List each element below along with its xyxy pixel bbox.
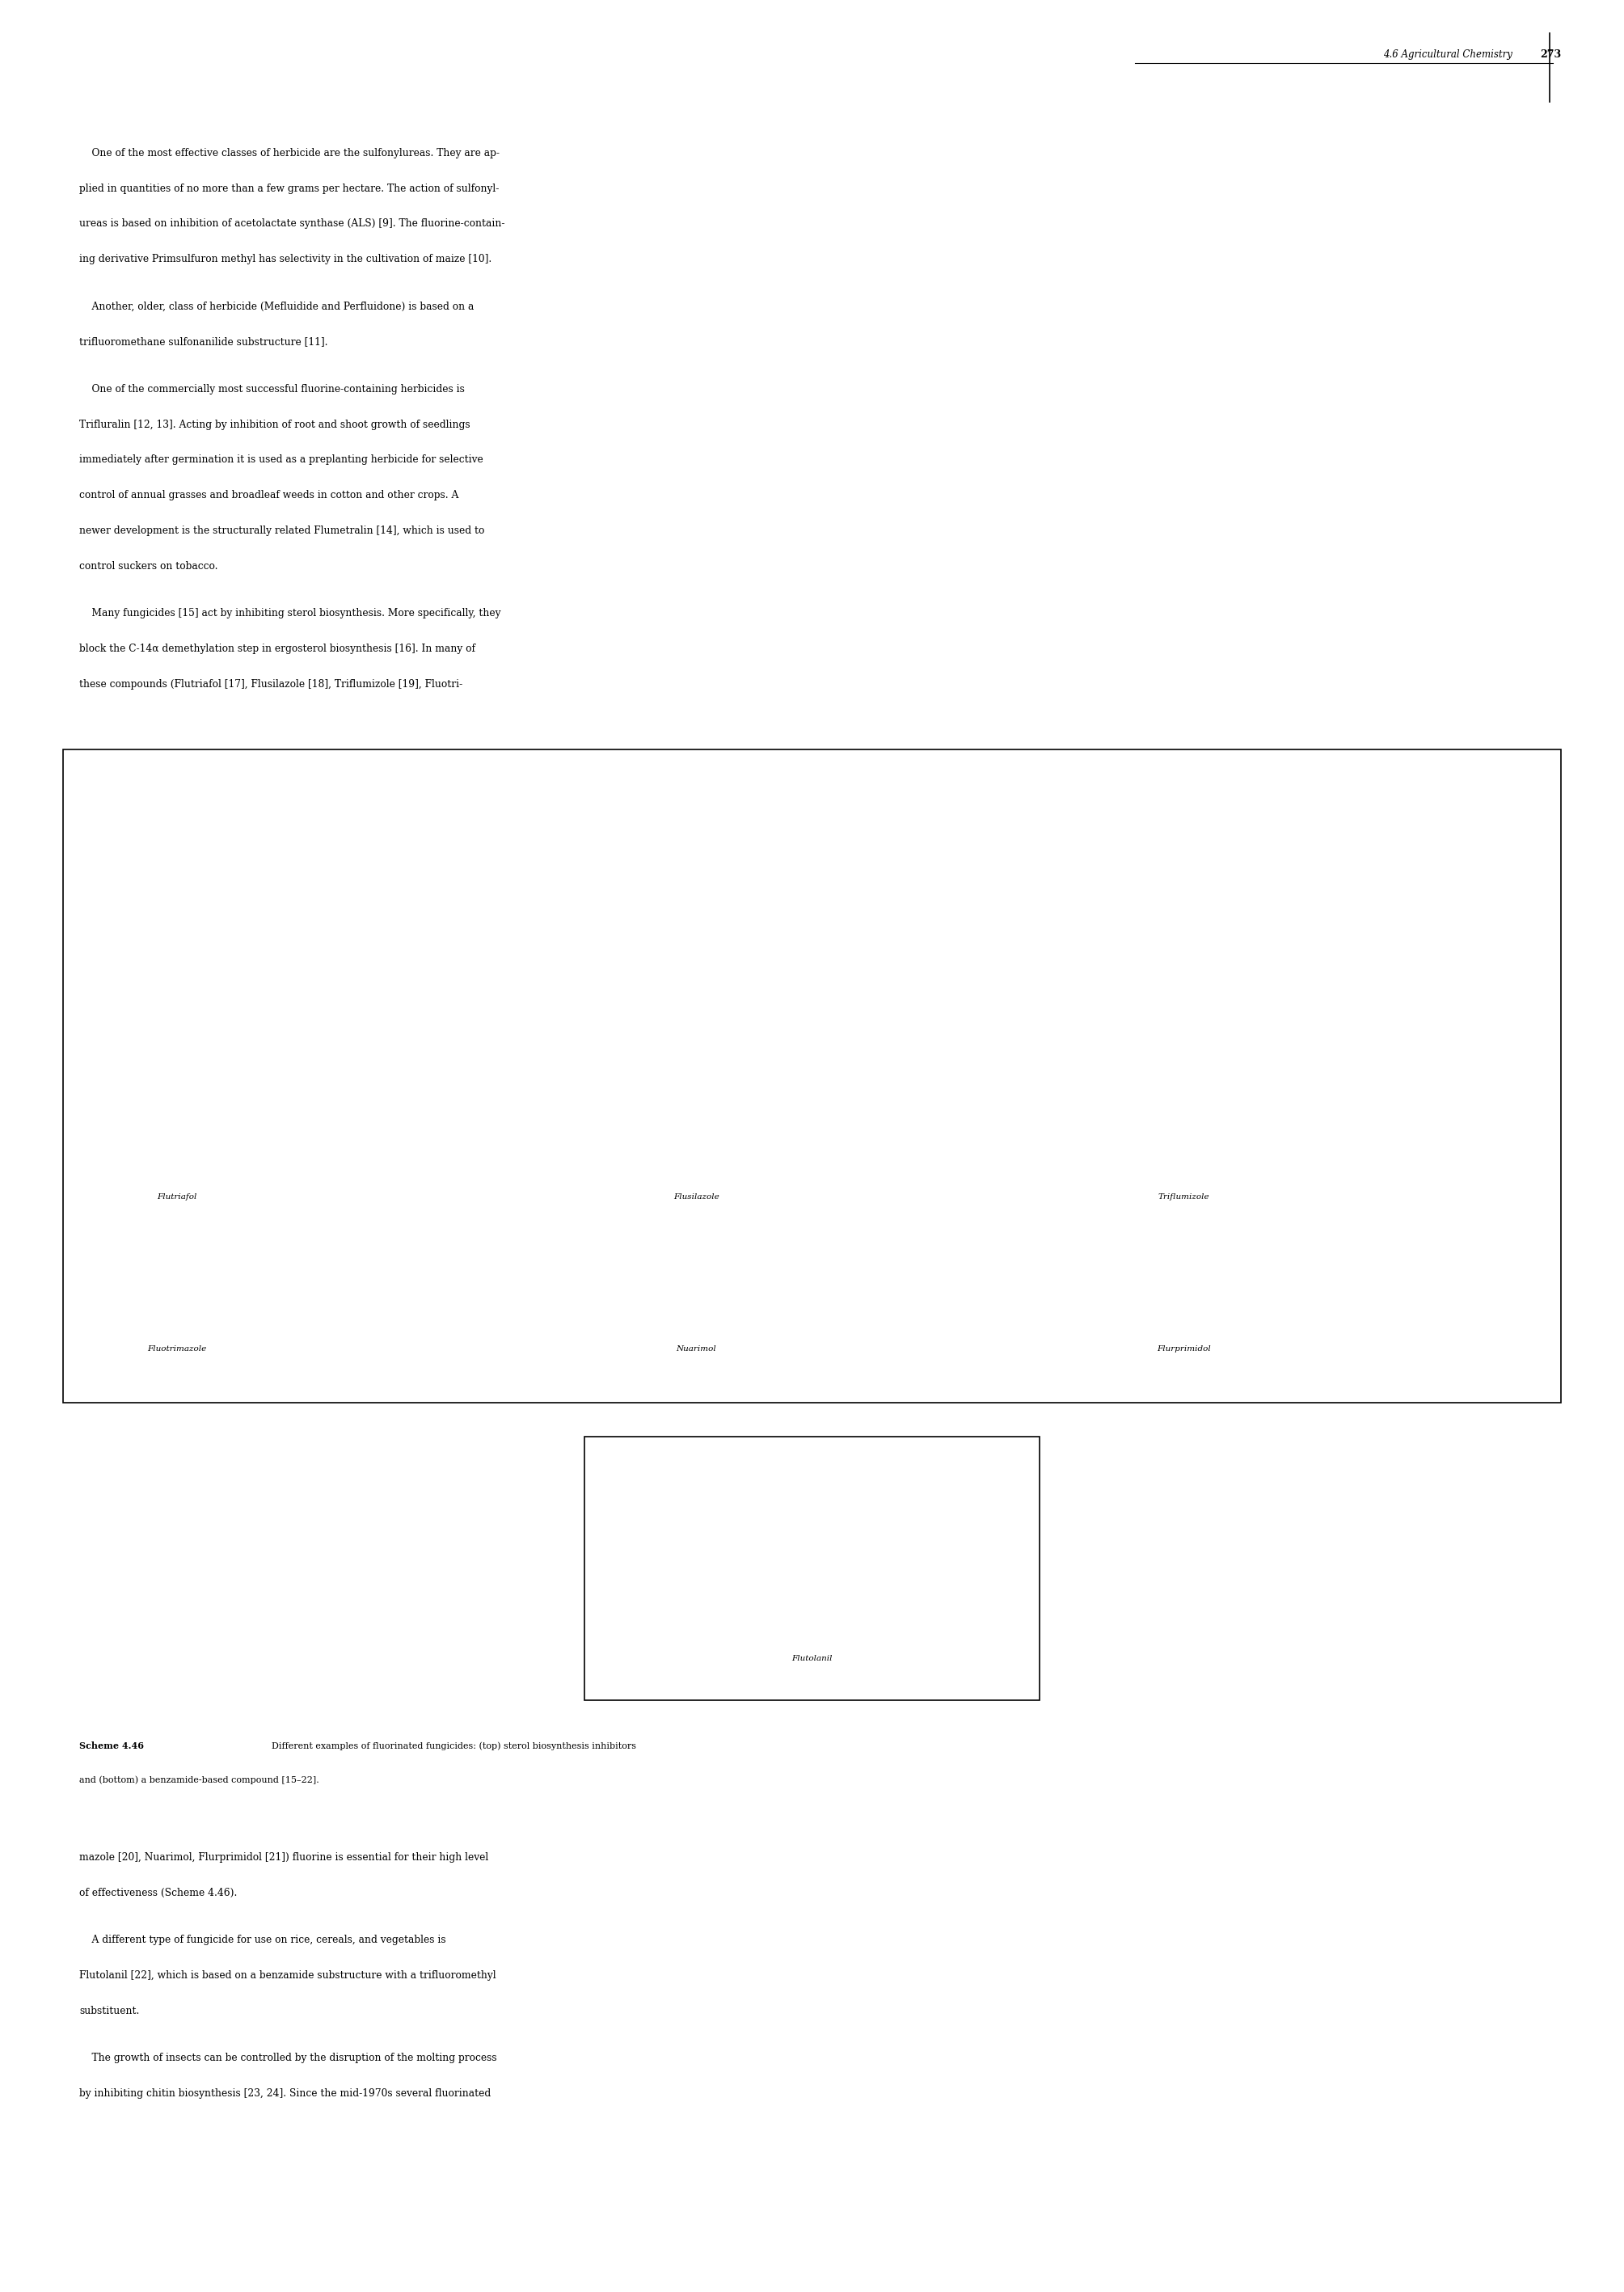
Text: Flutriafol: Flutriafol [156, 1194, 197, 1201]
Text: ing derivative Primsulfuron methyl has selectivity in the cultivation of maize [: ing derivative Primsulfuron methyl has s… [80, 254, 492, 264]
Text: block the C-14α demethylation step in ergosterol biosynthesis [16]. In many of: block the C-14α demethylation step in er… [80, 644, 476, 653]
Text: One of the commercially most successful fluorine-containing herbicides is: One of the commercially most successful … [80, 383, 464, 394]
Text: Many fungicides [15] act by inhibiting sterol biosynthesis. More specifically, t: Many fungicides [15] act by inhibiting s… [80, 607, 500, 619]
Text: 4.6 Agricultural Chemistry: 4.6 Agricultural Chemistry [1384, 48, 1512, 60]
Text: Different examples of fluorinated fungicides: (top) sterol biosynthesis inhibito: Different examples of fluorinated fungic… [266, 1742, 637, 1751]
Text: Flurprimidol: Flurprimidol [1156, 1345, 1210, 1352]
Text: by inhibiting chitin biosynthesis [23, 24]. Since the mid-1970s several fluorina: by inhibiting chitin biosynthesis [23, 2… [80, 2088, 490, 2099]
Text: Scheme 4.46: Scheme 4.46 [80, 1742, 145, 1751]
FancyBboxPatch shape [585, 1437, 1039, 1701]
Text: Flutolanil [22], which is based on a benzamide substructure with a trifluorometh: Flutolanil [22], which is based on a ben… [80, 1971, 495, 1980]
Text: substituent.: substituent. [80, 2006, 140, 2017]
Text: Another, older, class of herbicide (Mefluidide and Perfluidone) is based on a: Another, older, class of herbicide (Mefl… [80, 300, 474, 312]
FancyBboxPatch shape [63, 749, 1561, 1403]
Text: 273: 273 [1540, 48, 1561, 60]
Text: ureas is based on inhibition of acetolactate synthase (ALS) [9]. The fluorine-co: ureas is based on inhibition of acetolac… [80, 218, 505, 229]
Text: of effectiveness (Scheme 4.46).: of effectiveness (Scheme 4.46). [80, 1889, 237, 1898]
Text: control suckers on tobacco.: control suckers on tobacco. [80, 562, 218, 571]
Text: Trifluralin [12, 13]. Acting by inhibition of root and shoot growth of seedlings: Trifluralin [12, 13]. Acting by inhibiti… [80, 419, 471, 429]
Text: newer development is the structurally related Flumetralin [14], which is used to: newer development is the structurally re… [80, 525, 484, 536]
Text: Flusilazole: Flusilazole [674, 1194, 719, 1201]
Text: Nuarimol: Nuarimol [676, 1345, 716, 1352]
Text: A different type of fungicide for use on rice, cereals, and vegetables is: A different type of fungicide for use on… [80, 1934, 447, 1946]
Text: plied in quantities of no more than a few grams per hectare. The action of sulfo: plied in quantities of no more than a fe… [80, 183, 499, 193]
Text: and (bottom) a benzamide-based compound [15–22].: and (bottom) a benzamide-based compound … [80, 1776, 318, 1783]
Text: The growth of insects can be controlled by the disruption of the molting process: The growth of insects can be controlled … [80, 2054, 497, 2063]
Text: these compounds (Flutriafol [17], Flusilazole [18], Triflumizole [19], Fluotri-: these compounds (Flutriafol [17], Flusil… [80, 678, 463, 690]
Text: Fluotrimazole: Fluotrimazole [148, 1345, 206, 1352]
Text: trifluoromethane sulfonanilide substructure [11].: trifluoromethane sulfonanilide substruct… [80, 337, 328, 346]
Text: Triflumizole: Triflumizole [1158, 1194, 1210, 1201]
Text: One of the most effective classes of herbicide are the sulfonylureas. They are a: One of the most effective classes of her… [80, 147, 500, 158]
Text: immediately after germination it is used as a preplanting herbicide for selectiv: immediately after germination it is used… [80, 454, 484, 465]
Text: control of annual grasses and broadleaf weeds in cotton and other crops. A: control of annual grasses and broadleaf … [80, 490, 458, 500]
Text: Flutolanil: Flutolanil [791, 1655, 833, 1662]
Text: mazole [20], Nuarimol, Flurprimidol [21]) fluorine is essential for their high l: mazole [20], Nuarimol, Flurprimidol [21]… [80, 1852, 489, 1863]
